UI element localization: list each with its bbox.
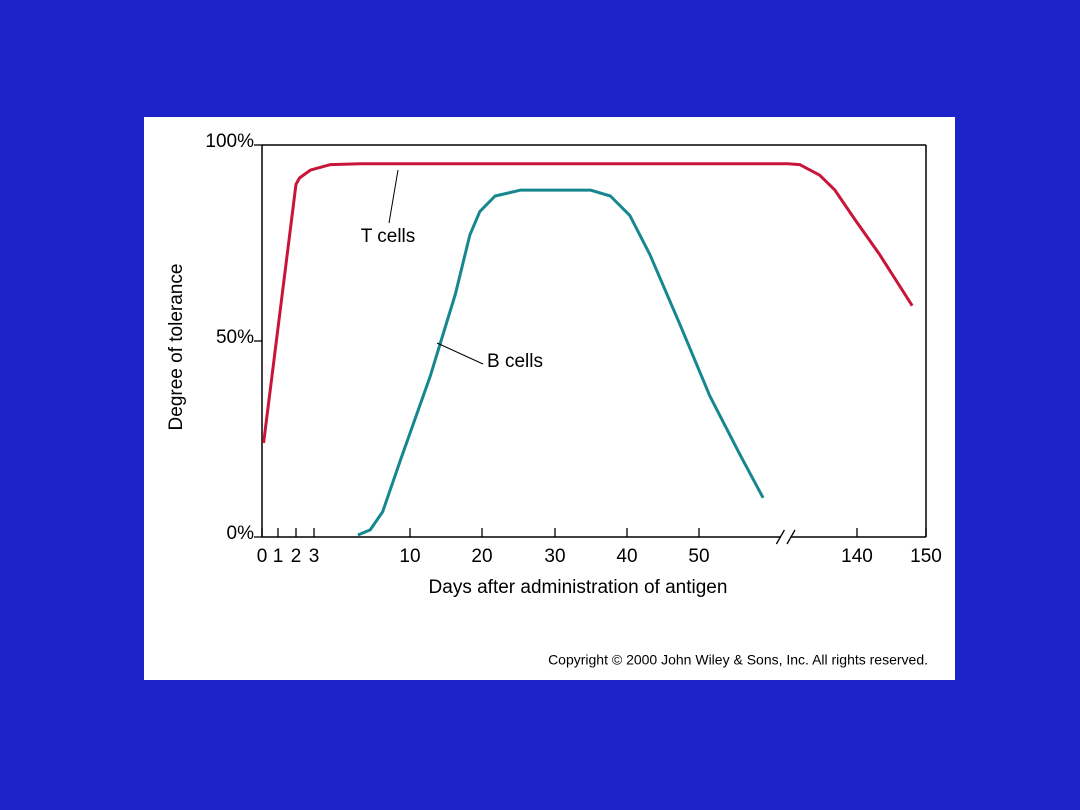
x-axis-title: Days after administration of antigen bbox=[429, 577, 728, 598]
axis-break bbox=[786, 529, 796, 545]
series-label: B cells bbox=[487, 351, 543, 372]
x-tick-label: 10 bbox=[399, 546, 420, 567]
series-label: T cells bbox=[361, 226, 416, 247]
x-tick-label: 1 bbox=[273, 546, 284, 567]
x-tick-label: 20 bbox=[471, 546, 492, 567]
copyright: Copyright © 2000 John Wiley & Sons, Inc.… bbox=[548, 652, 928, 668]
y-tick-label: 50% bbox=[216, 327, 254, 348]
series-line bbox=[262, 162, 914, 444]
axis-break bbox=[775, 529, 785, 545]
x-tick-label: 40 bbox=[616, 546, 637, 567]
x-tick-label: 2 bbox=[291, 546, 302, 567]
y-tick-label: 0% bbox=[227, 523, 255, 544]
x-tick-label: 150 bbox=[910, 546, 942, 567]
figure-panel bbox=[144, 117, 955, 680]
x-tick-label: 50 bbox=[688, 546, 709, 567]
y-axis-title: Degree of tolerance bbox=[166, 264, 187, 431]
x-tick-label: 0 bbox=[257, 546, 268, 567]
series-line bbox=[357, 188, 765, 537]
x-tick-label: 3 bbox=[309, 546, 320, 567]
leader-line bbox=[388, 169, 399, 224]
y-tick-label: 100% bbox=[205, 131, 254, 152]
x-tick-label: 140 bbox=[841, 546, 873, 567]
x-tick-label: 30 bbox=[544, 546, 565, 567]
leader-line bbox=[436, 342, 484, 365]
